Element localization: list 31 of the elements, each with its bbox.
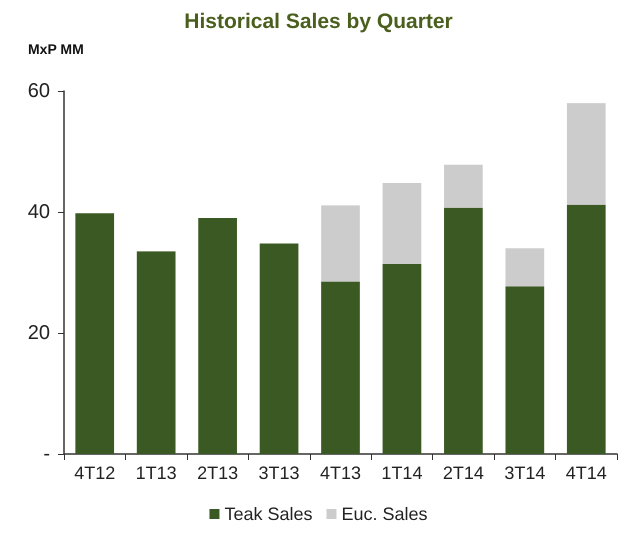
bar <box>505 248 544 286</box>
x-tick-label: 4T12 <box>74 463 116 483</box>
y-axis-title: MxP MM <box>28 41 84 57</box>
legend-label: Euc. Sales <box>342 504 428 524</box>
bar <box>260 243 298 454</box>
x-tick-label: 3T14 <box>504 463 546 483</box>
x-tick-label: 3T13 <box>258 463 300 483</box>
x-tick-label: 4T13 <box>320 463 362 483</box>
x-tick-label: 2T14 <box>442 463 484 483</box>
bar <box>136 251 176 454</box>
bar <box>444 164 483 208</box>
y-tick-label: 40 <box>28 201 50 223</box>
bar <box>75 213 114 454</box>
x-tick-label: 1T13 <box>136 463 177 483</box>
y-tick-label: 20 <box>28 322 50 344</box>
legend-label: Teak Sales <box>224 504 313 524</box>
x-tick-label: 1T14 <box>381 463 422 483</box>
y-tick-label: 60 <box>28 80 50 102</box>
bar <box>382 264 422 454</box>
bar <box>566 204 606 454</box>
x-tick-label: 2T13 <box>197 463 238 483</box>
bar <box>198 218 237 454</box>
y-tick-label: - <box>43 443 50 465</box>
bar <box>566 103 606 205</box>
bar <box>444 208 483 454</box>
bar <box>382 182 422 264</box>
bar <box>321 282 360 454</box>
bar <box>321 205 360 282</box>
chart-title: Historical Sales by Quarter <box>184 10 453 33</box>
bar <box>505 286 544 454</box>
x-tick-label: 4T14 <box>566 463 607 483</box>
